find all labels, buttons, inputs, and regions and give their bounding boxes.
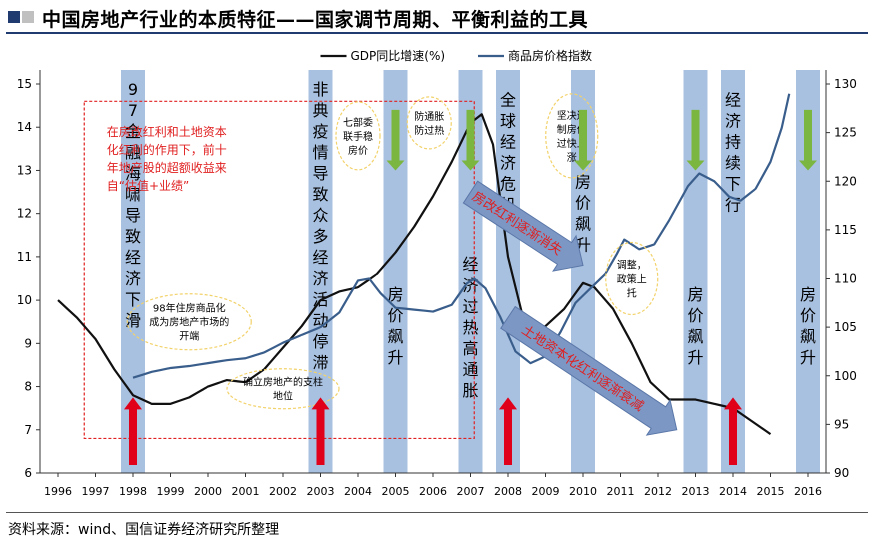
page-title: 中国房地产行业的本质特征——国家调节周期、平衡利益的工具 [42,9,589,31]
legend: GDP同比增速(%) 商品房价格指数 [320,48,592,63]
left-tick-label: 15 [17,77,32,91]
band-label-1998: 9 7 金融海啸导致经济下滑 [125,80,141,330]
x-tick-label: 1997 [82,485,110,498]
up-arrow-icon-1998 [124,397,142,465]
left-tick-label: 8 [24,380,32,394]
x-tick-label: 2015 [757,485,785,498]
x-tick-label: 2014 [719,485,747,498]
note-box-layer: 在房改红利和土地资本化红利的作用下，前十年地产股的超额收益来自“估值+业绩” [83,100,475,440]
right-tick-label: 100 [834,369,857,383]
down-arrow-icon-2013 [686,109,705,171]
x-tick-label: 2004 [344,485,372,498]
trend-arrow-2-shape [500,305,678,436]
x-tick-label: 2008 [494,485,522,498]
x-tick-label: 2016 [794,485,822,498]
right-tick-label: 90 [834,466,849,480]
right-tick-label: 120 [834,174,857,188]
left-tick-label: 6 [24,466,32,480]
x-tick-label: 2006 [419,485,447,498]
bubble-2002 [226,368,340,410]
bubble-2006 [406,96,452,150]
bubble-2004 [335,101,381,171]
right-tick-label: 110 [834,272,857,286]
up-arrow-icon-2014 [724,397,742,465]
down-arrow-icon-2005 [386,109,405,171]
down-arrow-icon-2016 [799,109,817,171]
dashed-note-box [83,100,475,440]
left-tick-label: 13 [17,163,32,177]
x-tick-label: 2013 [682,485,710,498]
x-tick-label: 1996 [44,485,72,498]
price-index-line [132,93,791,379]
legend-label-gdp: GDP同比增速(%) [351,49,446,63]
bubble-1998 [126,293,252,351]
band-label-2016: 房价飙升 [800,285,816,367]
left-tick-label: 14 [17,120,32,134]
up-arrow-icon-2008 [499,397,517,465]
bubble-2011-text: 调整，政策上托 [617,259,647,300]
band-label-2013: 房价飙升 [687,285,703,367]
bubble-2006-text: 防通胀防过热 [414,110,444,137]
left-tick-label: 11 [17,250,32,264]
down-arrow-icon-2007 [461,109,480,171]
x-tick-label: 2010 [569,485,597,498]
policy-arrow-layer [124,109,817,465]
band-label-2005: 房价飙升 [387,285,403,367]
title-rule [6,32,868,34]
bubble-2011 [605,241,659,316]
x-tick-label: 2012 [644,485,672,498]
left-tick-label: 12 [17,207,32,221]
bubble-1998-text: 98年住房商品化成为房地产市场的开端 [149,302,229,343]
right-tick-label: 130 [834,77,857,91]
x-tick-label: 2011 [607,485,635,498]
source-rule [6,512,868,513]
left-tick-label: 9 [24,336,32,350]
source-text: 资料来源：wind、国信证券经济研究所整理 [8,522,280,538]
dashed-note-text: 在房改红利和土地资本化红利的作用下，前十年地产股的超额收益来自“估值+业绩” [107,124,227,193]
x-tick-label: 2002 [269,485,297,498]
right-tick-label: 115 [834,223,857,237]
x-tick-label: 2003 [307,485,335,498]
right-tick-label: 105 [834,320,857,334]
left-tick-label: 10 [17,293,32,307]
x-tick-label: 2009 [532,485,560,498]
down-arrow-icon-2010 [574,109,592,171]
series-layer [57,93,791,436]
axes-layer: 6 7 8 9 10 11 12 13 14 15 90 95 100 105 110 115 120 125 13… [17,70,857,498]
right-tick-label: 95 [834,417,849,431]
x-tick-label: 2007 [457,485,485,498]
left-tick-label: 7 [24,423,32,437]
right-tick-label: 125 [834,126,857,140]
source-bar: 资料来源：wind、国信证券经济研究所整理 [0,508,876,542]
x-tick-label: 1998 [119,485,147,498]
x-tick-label: 2000 [194,485,222,498]
band-label-2007: 经济过热高通胀 [462,255,478,400]
x-tick-label: 2005 [382,485,410,498]
bubble-2004-text: 七部委联手稳房价 [343,116,373,157]
up-arrow-icon-2003 [311,397,330,465]
gdp-line [57,113,772,436]
x-tick-label: 2001 [232,485,260,498]
legend-label-price: 商品房价格指数 [508,48,592,63]
bubble-2009 [545,93,599,179]
chart: 9 7 金融海啸导致经济下滑非典疫情导致众多经济活动停滞房价飙升经济过热高通胀全球经… [17,48,857,498]
title-marker-icon [8,11,20,23]
x-tick-label: 1999 [157,485,185,498]
title-marker-icon [22,11,34,23]
bubble-2002-text: 确立房地产的支柱地位 [243,376,323,403]
trend-arrow-1-shape [462,180,584,272]
title-bar: 中国房地产行业的本质特征——国家调节周期、平衡利益的工具 [0,0,876,34]
